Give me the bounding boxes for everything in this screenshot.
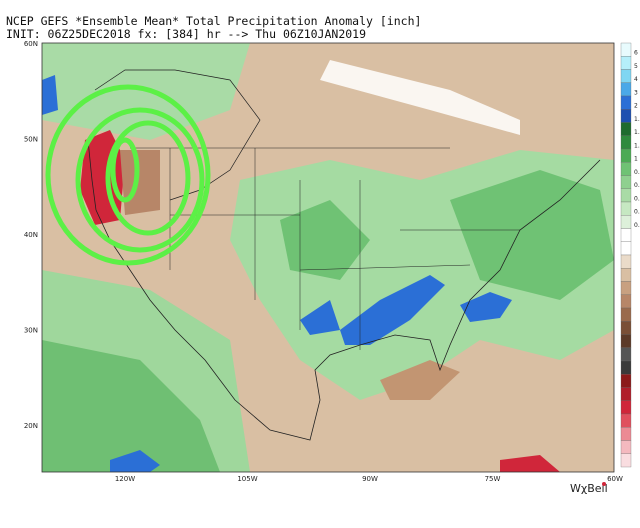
colorbar-swatch	[620, 374, 632, 388]
colorbar-swatch	[620, 321, 632, 335]
colorbar-swatch	[620, 148, 632, 163]
anomaly-field	[450, 170, 614, 300]
colorbar-swatch	[620, 69, 632, 83]
watermark: WχBell	[570, 482, 608, 495]
colorbar-swatch	[620, 453, 632, 468]
annotation-scribble	[45, 84, 211, 266]
colorbar-label: 6	[634, 50, 638, 57]
lat-label: 40N	[24, 231, 38, 239]
colorbar-swatch	[620, 135, 632, 150]
colorbar-label: 1.	[634, 116, 640, 123]
colorbar: 6 5 4 3 2 1. 1. 1. 1 0. 0. 0. 0. 0.	[620, 42, 640, 468]
colorbar-swatch	[620, 281, 632, 295]
lat-label: 50N	[24, 136, 38, 144]
colorbar-swatch	[620, 268, 632, 282]
colorbar-swatch	[620, 175, 632, 189]
lon-label: 75W	[485, 475, 501, 483]
colorbar-swatch	[620, 162, 632, 176]
watermark-dot	[602, 482, 606, 486]
colorbar-label: 2	[634, 103, 638, 110]
anomaly-field	[460, 292, 512, 322]
colorbar-swatch	[620, 254, 632, 269]
colorbar-label: 5	[634, 63, 638, 70]
colorbar-swatch	[620, 360, 632, 375]
colorbar-label: 0.	[634, 222, 640, 229]
colorbar-label: 1.	[634, 129, 640, 136]
colorbar-label: 0.	[634, 169, 640, 176]
colorbar-label: 4	[634, 76, 638, 83]
colorbar-swatch	[620, 400, 632, 415]
anomaly-field	[42, 75, 58, 115]
colorbar-label: 1.	[634, 142, 640, 149]
colorbar-swatch	[620, 347, 632, 362]
title-line1: NCEP GEFS *Ensemble Mean* Total Precipit…	[6, 14, 421, 28]
colorbar-label: 1	[634, 156, 638, 163]
map-area	[41, 42, 615, 473]
state-borders	[130, 147, 520, 350]
lon-label: 105W	[237, 475, 257, 483]
colorbar-label: 3	[634, 89, 638, 96]
colorbar-swatch	[620, 228, 632, 242]
title-line2: INIT: 06Z25DEC2018 fx: [384] hr --> Thu …	[6, 27, 366, 41]
colorbar-swatch	[620, 387, 632, 401]
colorbar-swatch	[620, 307, 632, 322]
colorbar-swatch	[620, 413, 632, 428]
anomaly-field	[500, 455, 560, 472]
colorbar-swatch	[620, 241, 632, 256]
colorbar-swatch	[620, 122, 632, 136]
anomaly-field	[340, 275, 445, 345]
colorbar-swatch	[620, 82, 632, 97]
lat-label: 60N	[24, 40, 38, 48]
colorbar-label: 0.	[634, 182, 640, 189]
colorbar-swatch	[620, 440, 632, 454]
lat-label: 30N	[24, 327, 38, 335]
colorbar-swatch	[620, 42, 632, 57]
anomaly-field	[120, 150, 160, 215]
lat-labels: 60N 50N 40N 30N 20N	[24, 40, 38, 430]
anomaly-field	[110, 450, 160, 472]
anomaly-field	[320, 60, 520, 135]
anomaly-field	[42, 340, 220, 472]
map-frame	[41, 42, 615, 473]
colorbar-swatch	[620, 188, 632, 203]
colorbar-swatch	[620, 109, 632, 123]
lat-label: 20N	[24, 422, 38, 430]
lon-label: 90W	[362, 475, 378, 483]
colorbar-swatch	[620, 427, 632, 441]
colorbar-swatch	[620, 201, 632, 216]
colorbar-label: 0.	[634, 195, 640, 202]
colorbar-swatch	[620, 294, 632, 309]
lon-labels: 120W 105W 90W 75W 60W	[115, 475, 623, 483]
colorbar-swatch	[620, 95, 632, 110]
colorbar-swatch	[620, 56, 632, 70]
lon-label: 60W	[607, 475, 623, 483]
lon-label: 120W	[115, 475, 135, 483]
colorbar-swatch	[620, 334, 632, 348]
anomaly-field	[280, 200, 370, 280]
colorbar-label: 0.	[634, 209, 640, 216]
anomaly-field	[300, 300, 340, 335]
colorbar-swatch	[620, 215, 632, 229]
